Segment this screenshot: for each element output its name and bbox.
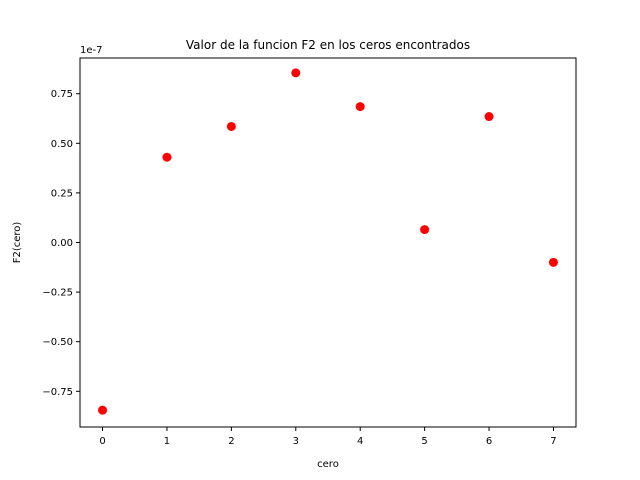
x-tick-label: 3 [293,436,299,447]
x-tick-label: 5 [421,436,427,447]
y-tick-label: 0.75 [51,89,73,100]
x-axis-ticks: 0 1 2 3 4 5 6 7 [99,427,557,447]
data-point [548,257,558,267]
y-axis-offset-label: 1e-7 [80,45,103,56]
x-axis-label: cero [317,459,339,470]
y-tick-label: 0.00 [51,238,73,249]
x-tick-label: 6 [486,436,492,447]
y-axis-label: F2(cero) [12,222,23,264]
x-tick-label: 0 [99,436,105,447]
x-tick-label: 4 [357,436,363,447]
y-tick-label: −0.25 [42,288,73,299]
data-point [420,225,430,235]
data-point [98,405,108,415]
y-axis-ticks: −0.75 −0.50 −0.25 0.00 0.25 0.50 0.75 [42,89,80,398]
x-tick-label: 1 [164,436,170,447]
y-tick-label: −0.50 [42,337,73,348]
x-tick-label: 2 [228,436,234,447]
data-point [291,68,301,78]
y-tick-label: −0.75 [42,387,73,398]
data-point [355,102,365,112]
data-point [226,121,236,131]
chart-title: Valor de la funcion F2 en los ceros enco… [186,38,470,52]
data-point [162,152,172,162]
y-tick-label: 0.50 [51,139,73,150]
plot-area-frame [79,57,577,428]
data-point [484,112,494,122]
x-tick-label: 7 [550,436,556,447]
y-tick-label: 0.25 [51,188,73,199]
data-points [98,68,558,415]
